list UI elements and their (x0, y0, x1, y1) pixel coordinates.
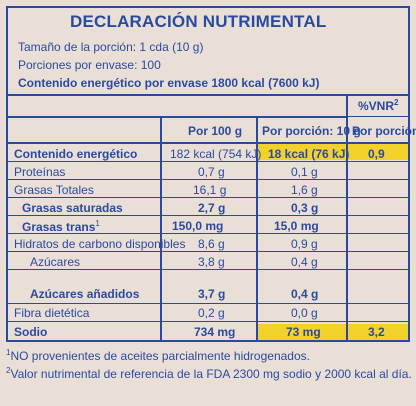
row-satfat-label: Grasas saturadas (22, 201, 123, 215)
col-per100-header: Por 100 g (188, 124, 243, 138)
row-energy-per100: 182 kcal (754 kJ) (170, 147, 262, 161)
rule-col1 (160, 116, 162, 342)
row-rule (6, 269, 410, 270)
row-protein-label: Proteínas (14, 165, 66, 179)
row-rule (6, 321, 410, 322)
footnote-2: 2Valor nutrimental de referencia de la F… (6, 366, 412, 381)
row-sodium-vnr: 3,2 (368, 325, 385, 339)
divider-columns (6, 142, 410, 144)
row-rule (6, 161, 410, 162)
row-rule (6, 197, 410, 198)
row-sodium-portion: 73 mg (286, 325, 321, 339)
highlight-sodium-vnr (348, 324, 408, 340)
vnr-header: %VNR2 (358, 98, 399, 113)
rule-col2 (256, 116, 258, 342)
row-sugars-label: Azúcares (30, 255, 81, 269)
row-satfat-per100: 2,7 g (198, 201, 226, 215)
row-fat-per100: 16,1 g (193, 183, 227, 197)
divider-top (6, 94, 410, 96)
row-protein-per100: 0,7 g (198, 165, 225, 179)
row-energy-vnr: 0,9 (368, 147, 385, 161)
row-sugars-per100: 3,8 g (198, 255, 225, 269)
row-fiber-label: Fibra dietética (14, 306, 90, 320)
servings-per-package: Porciones por envase: 100 (18, 58, 161, 72)
row-fat-label: Grasas Totales (14, 183, 94, 197)
row-fat-portion: 1,6 g (291, 183, 318, 197)
row-rule (6, 303, 410, 304)
row-rule (6, 179, 410, 180)
col-perportion2-header: Por porción (352, 124, 416, 138)
row-rule (6, 215, 410, 216)
row-energy-label: Contenido energético (14, 147, 138, 161)
serving-size: Tamaño de la porción: 1 cda (10 g) (18, 40, 204, 54)
row-transfat-label: Grasas trans1 (22, 219, 100, 234)
row-rule (6, 233, 410, 234)
row-sodium-label: Sodio (14, 325, 48, 339)
row-transfat-per100: 150,0 mg (172, 219, 224, 233)
row-sodium-per100: 734 mg (194, 325, 236, 339)
energy-per-package: Contenido energético por envase 1800 kca… (18, 76, 320, 90)
footnote-1: 1NO provenientes de aceites parcialmente… (6, 348, 310, 363)
row-transfat-portion: 15,0 mg (274, 219, 319, 233)
col-perportion-header: Por porción: 10 g (262, 124, 361, 138)
highlight-sodium-portion (258, 324, 346, 340)
row-addedsugars-label: Azúcares añadidos (30, 287, 140, 301)
row-carbs-per100: 8,6 g (198, 237, 225, 251)
divider-header (6, 116, 346, 118)
row-addedsugars-portion: 0,4 g (291, 287, 319, 301)
row-energy-portion: 18 kcal (76 kJ) (268, 147, 350, 161)
row-carbs-label: Hidratos de carbono disponibles (14, 237, 186, 251)
row-sugars-portion: 0,4 g (291, 255, 318, 269)
row-satfat-portion: 0,3 g (291, 201, 319, 215)
row-addedsugars-per100: 3,7 g (198, 287, 226, 301)
label-border (6, 6, 410, 342)
label-title: DECLARACIÓN NUTRIMENTAL (70, 12, 327, 31)
row-fiber-per100: 0,2 g (198, 306, 225, 320)
row-fiber-portion: 0,0 g (291, 306, 318, 320)
highlight-energy-vnr (348, 144, 408, 160)
rule-col3 (346, 116, 348, 342)
row-carbs-portion: 0,9 g (291, 237, 318, 251)
vnr-header-rule (346, 116, 410, 117)
row-rule (6, 251, 410, 252)
row-protein-portion: 0,1 g (291, 165, 318, 179)
highlight-energy-portion (258, 144, 346, 160)
